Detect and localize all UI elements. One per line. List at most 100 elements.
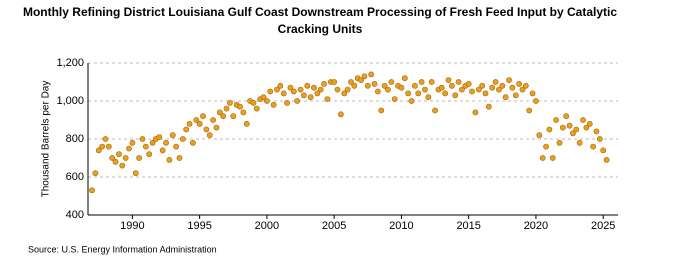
- point: [274, 86, 280, 93]
- point: [549, 155, 556, 161]
- point: [132, 170, 139, 177]
- point: [344, 86, 351, 93]
- point: [415, 90, 422, 97]
- point: [506, 77, 512, 83]
- y-tick-label: 400: [66, 209, 84, 221]
- x-tick-label: 2025: [591, 220, 615, 232]
- point: [203, 126, 210, 133]
- point: [371, 81, 378, 87]
- point: [216, 109, 223, 116]
- point: [492, 79, 499, 85]
- point: [280, 90, 287, 97]
- point: [573, 126, 580, 133]
- point: [448, 82, 455, 89]
- point: [112, 158, 119, 165]
- point: [260, 94, 267, 101]
- point: [122, 155, 129, 161]
- x-tick-label: 2005: [322, 220, 346, 232]
- point: [593, 128, 600, 135]
- point: [351, 82, 358, 89]
- point: [149, 139, 156, 146]
- point: [156, 134, 163, 140]
- point: [230, 113, 237, 120]
- point: [105, 143, 112, 150]
- x-tick-label: 2015: [456, 220, 480, 232]
- point: [196, 120, 203, 127]
- point: [206, 132, 213, 139]
- point: [361, 73, 368, 80]
- point: [176, 155, 183, 161]
- point: [475, 86, 482, 93]
- point: [287, 84, 294, 91]
- point: [496, 86, 502, 93]
- point: [109, 155, 116, 161]
- point: [509, 84, 516, 91]
- x-tick-label: 2020: [524, 220, 548, 232]
- point: [411, 82, 418, 89]
- point: [502, 94, 509, 101]
- point: [317, 86, 324, 93]
- point: [270, 101, 277, 108]
- point: [368, 71, 375, 78]
- point: [169, 132, 176, 139]
- point: [297, 86, 304, 93]
- point: [324, 96, 331, 102]
- point: [519, 86, 526, 93]
- point: [163, 139, 169, 146]
- point: [596, 136, 603, 142]
- point: [418, 79, 425, 85]
- point: [253, 105, 260, 112]
- point: [183, 126, 190, 133]
- point: [250, 100, 257, 106]
- point: [284, 100, 290, 106]
- point: [213, 124, 220, 131]
- point: [314, 90, 321, 97]
- point: [536, 132, 543, 139]
- point: [566, 122, 573, 129]
- point: [432, 107, 438, 114]
- point: [388, 79, 395, 85]
- point: [119, 162, 126, 169]
- chart-title: Monthly Refining District Louisiana Gulf…: [22, 5, 618, 36]
- point: [485, 103, 492, 110]
- point: [337, 111, 344, 118]
- x-tick-label: 1990: [120, 220, 144, 232]
- point: [539, 155, 546, 161]
- point: [586, 120, 593, 127]
- point: [529, 90, 536, 97]
- point: [422, 86, 428, 93]
- point: [489, 84, 496, 91]
- point: [459, 86, 465, 93]
- point: [220, 113, 227, 120]
- point: [334, 86, 341, 93]
- point: [294, 98, 301, 104]
- point: [428, 79, 435, 85]
- point: [438, 84, 445, 91]
- point: [455, 79, 462, 85]
- point: [442, 90, 449, 97]
- x-tick-label: 2010: [389, 220, 413, 232]
- point: [341, 90, 348, 97]
- point: [126, 145, 132, 152]
- point: [526, 107, 533, 114]
- point: [469, 88, 475, 95]
- point: [102, 136, 109, 142]
- point: [190, 139, 196, 146]
- point: [583, 124, 590, 131]
- y-tick-label: 600: [66, 171, 84, 183]
- point: [173, 143, 180, 150]
- point: [378, 107, 385, 114]
- point: [374, 88, 381, 95]
- point: [546, 126, 553, 133]
- point: [307, 94, 314, 101]
- point: [398, 84, 405, 91]
- point: [99, 143, 106, 150]
- point: [364, 82, 371, 89]
- point: [139, 136, 146, 142]
- point: [227, 100, 233, 106]
- point: [237, 103, 243, 110]
- point: [277, 82, 284, 89]
- point: [556, 139, 563, 146]
- point: [348, 79, 354, 85]
